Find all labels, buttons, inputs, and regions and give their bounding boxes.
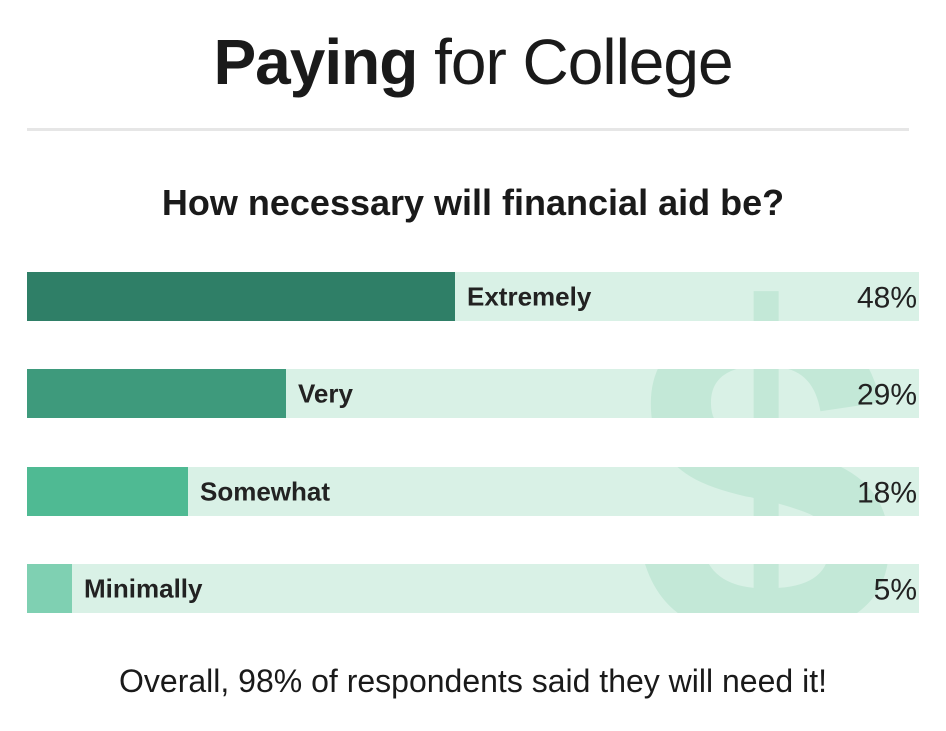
- bar-track-very: [27, 369, 919, 418]
- category-label: Extremely: [467, 282, 592, 312]
- value-label: 5%: [874, 574, 917, 607]
- bar-tracks: [27, 272, 919, 613]
- value-label: 18%: [857, 477, 917, 510]
- bar-track-minimally: [27, 564, 919, 613]
- value-label: 48%: [857, 282, 917, 315]
- bar-very: [27, 369, 286, 418]
- bar-track-extremely: [27, 272, 919, 321]
- bar-labels: Extremely 48% Very 29% Somewhat 18% Minimally 5…: [84, 282, 917, 607]
- title-divider: [27, 128, 909, 131]
- category-label: Somewhat: [200, 477, 330, 507]
- bar-somewhat: [27, 467, 188, 516]
- bar-track-somewhat: [27, 467, 919, 516]
- page-title: Paying for College: [0, 22, 946, 102]
- dollar-sign-icon: $: [634, 215, 895, 731]
- category-label: Very: [298, 379, 353, 409]
- title-bold: Paying: [213, 26, 418, 98]
- dollar-sign-glyph: $: [634, 215, 895, 731]
- footnote: Overall, 98% of respondents said they wi…: [119, 663, 827, 699]
- value-label: 29%: [857, 379, 917, 412]
- chart-title: How necessary will financial aid be?: [161, 182, 785, 223]
- category-label: Minimally: [84, 574, 203, 604]
- bar-minimally: [27, 564, 72, 613]
- bars: [27, 272, 455, 613]
- title-rest: for College: [434, 26, 733, 98]
- bar-extremely: [27, 272, 455, 321]
